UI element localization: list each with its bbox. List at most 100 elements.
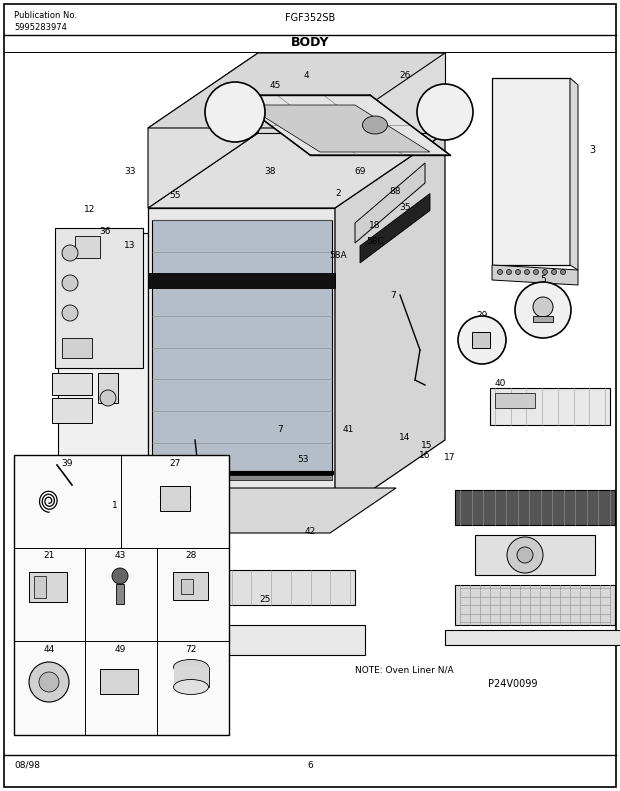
Text: 26: 26 bbox=[399, 70, 410, 80]
Circle shape bbox=[560, 270, 565, 274]
Polygon shape bbox=[335, 133, 445, 515]
Polygon shape bbox=[148, 53, 445, 128]
Circle shape bbox=[515, 282, 571, 338]
Text: 42: 42 bbox=[304, 528, 316, 536]
Ellipse shape bbox=[174, 679, 208, 694]
Circle shape bbox=[39, 672, 59, 692]
Circle shape bbox=[515, 270, 521, 274]
Text: 17: 17 bbox=[445, 453, 456, 463]
Text: BODY: BODY bbox=[291, 36, 329, 50]
Circle shape bbox=[533, 297, 553, 317]
Text: 12: 12 bbox=[84, 206, 95, 214]
Polygon shape bbox=[128, 570, 355, 605]
Polygon shape bbox=[455, 490, 615, 525]
Text: 44: 44 bbox=[43, 645, 55, 653]
Polygon shape bbox=[108, 625, 365, 655]
Text: 5995283974: 5995283974 bbox=[14, 22, 67, 32]
Text: 69: 69 bbox=[354, 168, 366, 176]
Circle shape bbox=[542, 270, 547, 274]
Circle shape bbox=[497, 270, 502, 274]
Polygon shape bbox=[148, 53, 258, 208]
Text: 3: 3 bbox=[589, 145, 595, 155]
Bar bbox=[495, 393, 535, 408]
Text: 58C: 58C bbox=[366, 237, 384, 247]
Polygon shape bbox=[570, 78, 578, 270]
Text: 30: 30 bbox=[439, 126, 451, 134]
Text: 41: 41 bbox=[476, 358, 488, 366]
Polygon shape bbox=[148, 133, 445, 208]
Circle shape bbox=[100, 390, 116, 406]
Polygon shape bbox=[230, 95, 450, 155]
Polygon shape bbox=[355, 163, 425, 243]
Bar bbox=[472, 332, 490, 348]
Circle shape bbox=[552, 270, 557, 274]
Text: 4: 4 bbox=[303, 70, 309, 80]
Text: 18: 18 bbox=[370, 221, 381, 229]
Bar bbox=[55, 228, 143, 368]
Text: Publication No.: Publication No. bbox=[14, 12, 77, 21]
Circle shape bbox=[417, 84, 473, 140]
Bar bbox=[152, 475, 332, 480]
Polygon shape bbox=[490, 388, 610, 425]
Circle shape bbox=[29, 662, 69, 702]
Text: 15: 15 bbox=[421, 441, 433, 449]
Text: 55: 55 bbox=[169, 191, 181, 199]
Text: 53: 53 bbox=[297, 456, 309, 464]
Bar bbox=[173, 572, 208, 600]
Circle shape bbox=[507, 537, 543, 573]
Text: 21: 21 bbox=[43, 551, 55, 561]
Polygon shape bbox=[258, 53, 445, 133]
Text: 38: 38 bbox=[264, 168, 276, 176]
Text: 45: 45 bbox=[269, 81, 281, 89]
Text: 14: 14 bbox=[399, 433, 410, 441]
Text: 88: 88 bbox=[389, 187, 401, 196]
Polygon shape bbox=[148, 273, 335, 288]
Text: 1: 1 bbox=[112, 501, 118, 509]
Bar bbox=[29, 572, 67, 602]
Text: 49: 49 bbox=[114, 645, 126, 653]
Text: P24V0099: P24V0099 bbox=[488, 679, 538, 689]
Circle shape bbox=[517, 547, 533, 563]
Text: 25: 25 bbox=[259, 596, 271, 604]
Circle shape bbox=[205, 82, 265, 142]
Bar bbox=[52, 373, 92, 395]
Text: 29: 29 bbox=[476, 311, 488, 320]
Bar bbox=[62, 338, 92, 358]
Text: 39: 39 bbox=[61, 459, 73, 467]
Bar bbox=[52, 398, 92, 423]
Polygon shape bbox=[163, 488, 396, 533]
Circle shape bbox=[62, 275, 78, 291]
Ellipse shape bbox=[174, 660, 208, 675]
Bar bbox=[181, 579, 193, 594]
Text: 08/98: 08/98 bbox=[14, 760, 40, 770]
Text: 41: 41 bbox=[342, 426, 353, 434]
Text: NOTE: Oven Liner N/A: NOTE: Oven Liner N/A bbox=[355, 665, 454, 675]
Circle shape bbox=[525, 270, 529, 274]
Bar bbox=[160, 486, 190, 511]
Text: 36: 36 bbox=[99, 228, 111, 237]
Bar bbox=[34, 576, 46, 598]
Text: 2: 2 bbox=[335, 188, 341, 198]
Text: 28: 28 bbox=[185, 551, 197, 561]
Polygon shape bbox=[455, 585, 615, 625]
Circle shape bbox=[62, 245, 78, 261]
Polygon shape bbox=[360, 194, 430, 263]
Text: 35: 35 bbox=[399, 203, 410, 213]
Text: 27: 27 bbox=[169, 459, 180, 467]
Circle shape bbox=[62, 305, 78, 321]
Text: 13: 13 bbox=[124, 240, 136, 249]
Polygon shape bbox=[148, 208, 335, 515]
Bar bbox=[14, 455, 229, 735]
Polygon shape bbox=[492, 265, 578, 285]
Bar bbox=[75, 236, 100, 258]
Bar bbox=[116, 584, 124, 604]
Text: 72: 72 bbox=[185, 645, 197, 653]
Bar bbox=[100, 669, 138, 694]
Text: FGF352SB: FGF352SB bbox=[285, 13, 335, 23]
Polygon shape bbox=[475, 535, 595, 575]
Text: 43: 43 bbox=[114, 551, 126, 561]
Text: 6: 6 bbox=[307, 760, 313, 770]
Circle shape bbox=[458, 316, 506, 364]
Polygon shape bbox=[492, 78, 570, 265]
Polygon shape bbox=[245, 105, 430, 152]
